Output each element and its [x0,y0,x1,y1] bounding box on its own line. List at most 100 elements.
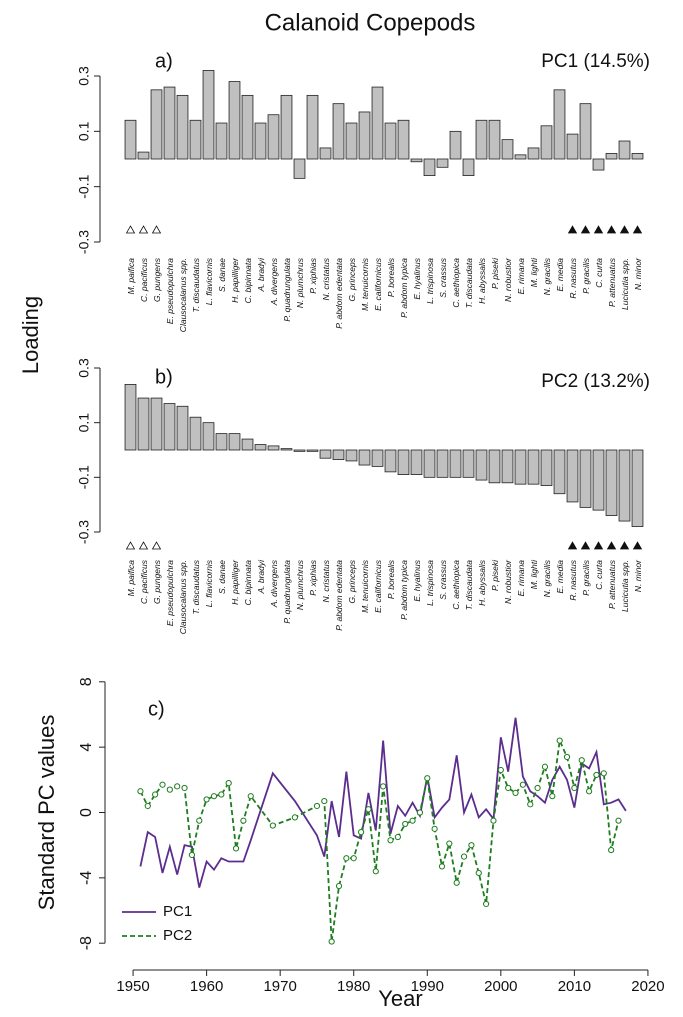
bar [254,122,267,160]
bar [449,449,462,478]
category-label: M. paifica [126,258,136,295]
group-marker [593,225,604,234]
bar [475,449,488,481]
category-label: H. abyssalis [477,559,487,606]
category-label: P. piseki [490,257,500,289]
category-label: C. pacificus [139,257,149,302]
bar [332,449,345,460]
series-point [291,814,298,821]
bar [397,449,410,476]
bar [384,449,397,473]
category-label: Lucicutia spp. [620,560,630,612]
category-label: L. flavicornis [204,257,214,305]
bar [228,81,241,160]
bar [436,158,449,168]
bar [332,103,345,160]
category-label: E. hyalinus [412,257,422,299]
y-tick-label: -8 [78,936,95,950]
category-label: M. lighti [529,257,539,287]
series-point [313,802,321,810]
bar [176,94,189,160]
series-point [144,802,151,810]
category-label: C. aethiopica [451,560,461,610]
group-marker [632,225,643,234]
bar [267,445,280,451]
category-label: L. trispinosa [425,560,435,606]
series-point [416,809,424,816]
category-label: A. divergens [269,559,279,608]
bar [189,416,202,451]
bar [605,153,618,160]
category-label: P. gracilis [581,257,591,293]
group-marker [619,541,630,550]
bar [592,449,605,511]
category-label: Clausocalanus spp. [178,258,188,332]
series-point [357,829,365,836]
series-point [556,737,563,744]
group-marker [580,225,591,234]
bar [579,103,592,160]
bar [384,122,397,160]
series-point [512,789,519,796]
bar [592,158,605,171]
series-point [343,855,350,862]
series-point [519,781,526,788]
category-label: E. hyalinus [412,559,422,601]
y-tick-label: -4 [78,871,95,885]
bar [397,119,410,160]
series-point [585,788,593,795]
series-point [468,842,475,849]
y-tick-label: -0.3 [76,520,92,544]
series-point [490,817,497,824]
y-tick-label: 0.3 [76,358,92,378]
category-label: S. crassus [438,559,448,599]
category-label: N. minor [633,559,643,592]
series-point [328,938,335,945]
bar [137,151,150,160]
series-point [446,840,453,847]
category-label: E. californicus [373,257,383,311]
y-axis-label: Standard PC values [34,715,59,911]
x-tick-label: 1980 [337,978,370,995]
bar [553,89,566,160]
series-point [335,882,343,890]
category-label: P. quadrungulata [282,258,292,322]
category-label: L. flavicornis [204,559,214,607]
series-point [475,869,482,877]
bar [501,449,514,484]
bar [462,158,475,177]
bar [228,433,241,451]
bar [254,444,267,451]
bar [150,89,163,160]
category-label: H. papilliger [230,257,240,303]
group-marker [619,225,630,234]
category-label: R. nasutus [568,559,578,600]
category-label: E. pseudopulchra [165,560,175,626]
panel-label: a) [155,50,173,72]
series-point [402,820,409,828]
category-label: E. pseudopulchra [165,258,175,324]
x-axis-label: Year [378,986,422,1011]
series-point [571,784,578,792]
x-tick-label: 1990 [411,978,444,995]
category-label: N. gracilis [542,559,552,597]
category-label: H. abyssalis [477,257,487,304]
bar [215,433,228,451]
series-point [225,779,232,787]
group-marker [593,541,604,550]
series-point [541,763,549,770]
category-label: S. danae [217,258,227,292]
category-label: E. rimana [516,560,526,597]
category-label: R. nasutus [568,257,578,298]
group-marker [567,225,578,234]
series-point [365,806,372,813]
bar [267,114,280,160]
bar [280,448,293,451]
category-label: Clausocalanus spp. [178,560,188,634]
category-label: P. abdom edentata [334,560,344,631]
bar [605,449,618,516]
bar [527,147,540,160]
series-point [578,757,585,764]
bar [540,125,553,160]
bar [475,119,488,160]
